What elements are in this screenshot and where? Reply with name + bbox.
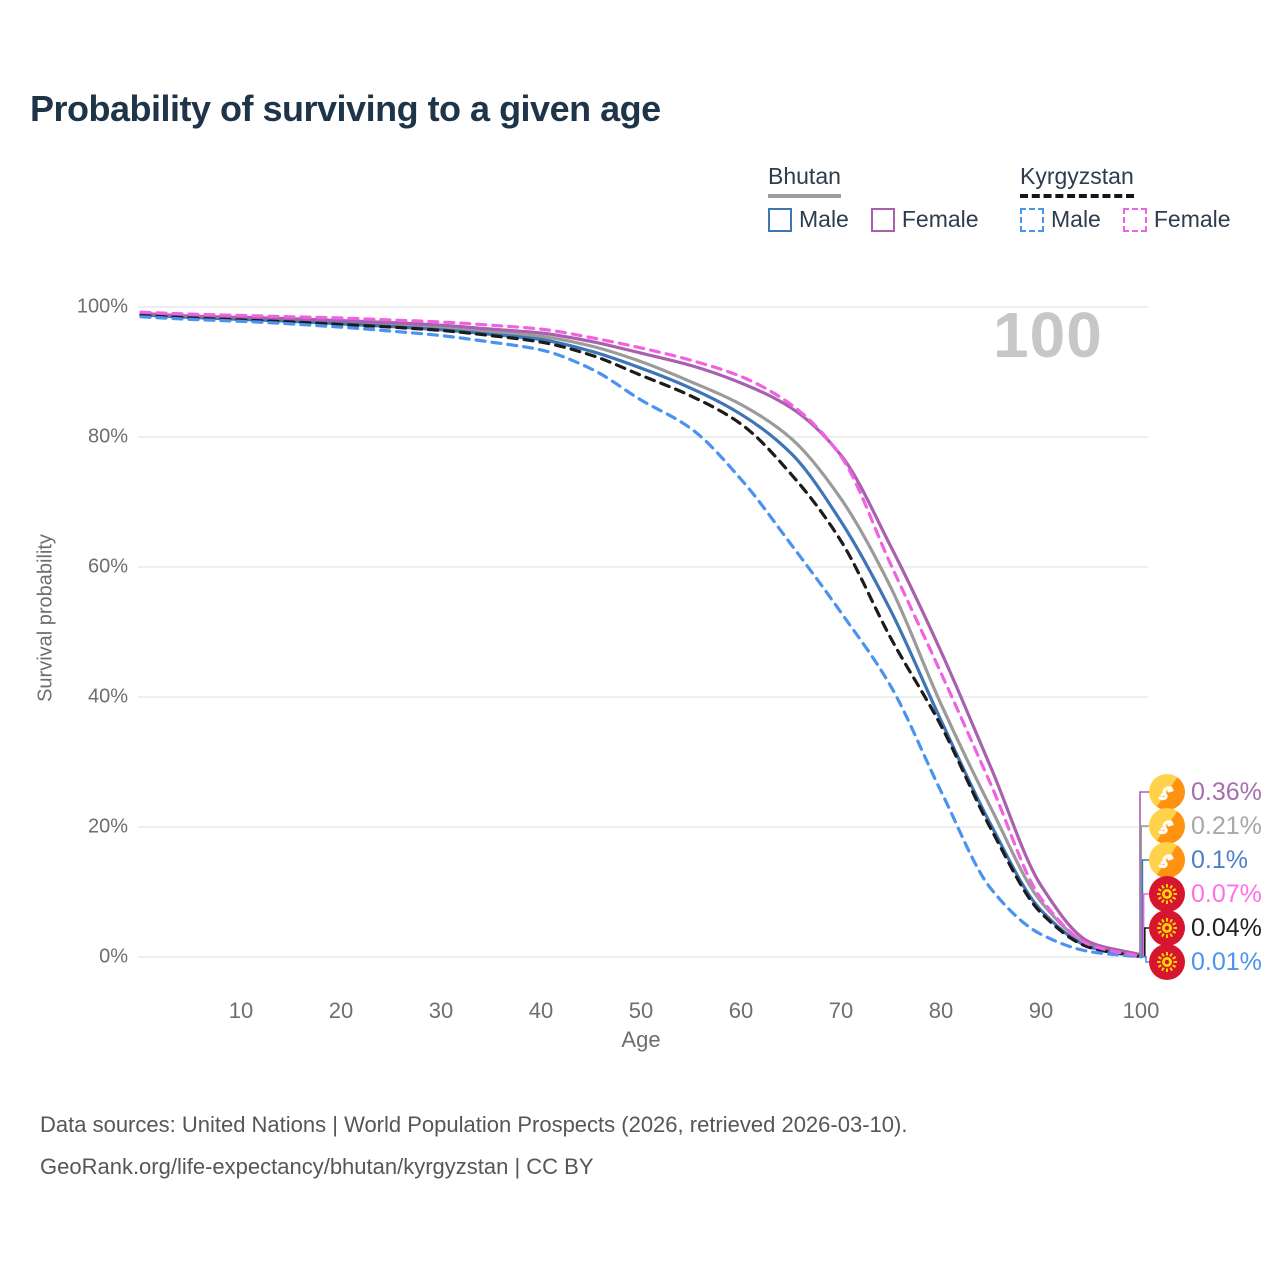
legend-swatch-icon <box>768 207 792 232</box>
legend-swatch-icon <box>1020 207 1044 232</box>
y-tick-20%: 20% <box>87 815 128 838</box>
y-tick-60%: 60% <box>87 555 128 578</box>
x-tick-10: 10 <box>228 998 254 1023</box>
x-tick-60: 60 <box>728 998 754 1023</box>
y-tick-0%: 0% <box>99 945 128 968</box>
legend-swatch-icon <box>870 207 895 232</box>
series-line-bhutan-male[interactable] <box>139 313 1143 958</box>
end-label-bhutan-male[interactable]: 0.1% <box>1149 842 1248 878</box>
x-tick-20: 20 <box>328 998 354 1023</box>
legend-group-kyrgyzstan: Kyrgyzstan Male Female <box>1020 163 1231 233</box>
y-tick-40%: 40% <box>87 685 128 708</box>
end-label-kyrgyzstan-male[interactable]: 0.01% <box>1149 944 1262 980</box>
footer-note: Data sources: United Nations | World Pop… <box>40 1104 907 1188</box>
series-line-bhutan-both[interactable] <box>139 312 1143 958</box>
end-label-value: 0.36% <box>1191 777 1262 806</box>
x-tick-40: 40 <box>528 998 554 1023</box>
legend-country-bhutan[interactable]: Bhutan <box>768 163 841 198</box>
legend-item-bhutan-male[interactable]: Male <box>768 206 849 233</box>
footer-datasource: Data sources: United Nations | World Pop… <box>40 1112 908 1137</box>
bhutan-flag-icon <box>1149 774 1185 810</box>
legend-item-kyrgyzstan-female[interactable]: Female <box>1122 206 1231 233</box>
x-tick-100: 100 <box>1122 998 1160 1023</box>
bhutan-flag-icon <box>1149 842 1185 878</box>
x-axis-title: Age <box>621 1027 661 1052</box>
end-label-value: 0.1% <box>1191 845 1248 874</box>
series-line-kyrgyzstan-female[interactable] <box>139 310 1143 959</box>
series-line-kyrgyzstan-male[interactable] <box>139 315 1143 959</box>
end-label-bhutan-female[interactable]: 0.36% <box>1149 774 1262 810</box>
end-label-connector-kyrgyzstan-male <box>1141 956 1149 963</box>
legend-item-kyrgyzstan-male[interactable]: Male <box>1020 206 1101 233</box>
kyrgyzstan-flag-icon <box>1149 910 1185 946</box>
end-label-value: 0.01% <box>1191 947 1262 976</box>
x-tick-30: 30 <box>428 998 454 1023</box>
bhutan-flag-icon <box>1149 808 1185 844</box>
x-tick-80: 80 <box>928 998 954 1023</box>
x-tick-70: 70 <box>828 998 854 1023</box>
y-tick-100%: 100% <box>76 295 128 318</box>
y-tick-80%: 80% <box>87 425 128 448</box>
watermark-age-100: 100 <box>993 299 1103 371</box>
end-label-kyrgyzstan-both[interactable]: 0.04% <box>1149 910 1262 946</box>
page-title: Probability of surviving to a given age <box>30 88 661 129</box>
end-label-value: 0.07% <box>1191 879 1262 908</box>
kyrgyzstan-flag-icon <box>1149 876 1185 912</box>
legend-item-label: Female <box>901 206 979 232</box>
legend-item-label: Female <box>1153 206 1231 232</box>
y-axis-title: Survival probability <box>34 534 57 702</box>
end-label-bhutan-both[interactable]: 0.21% <box>1149 808 1262 844</box>
legend-country-kyrgyzstan[interactable]: Kyrgyzstan <box>1020 163 1134 198</box>
series-line-bhutan-female[interactable] <box>139 311 1143 957</box>
series-line-kyrgyzstan-both[interactable] <box>139 313 1143 959</box>
end-label-kyrgyzstan-female[interactable]: 0.07% <box>1149 876 1262 912</box>
end-label-value: 0.21% <box>1191 811 1262 840</box>
x-tick-90: 90 <box>1028 998 1054 1023</box>
legend-item-bhutan-female[interactable]: Female <box>870 206 979 233</box>
footer-url[interactable]: GeoRank.org/life-expectancy/bhutan/kyrgy… <box>40 1154 594 1179</box>
end-label-value: 0.04% <box>1191 913 1262 942</box>
legend-item-label: Male <box>799 206 849 232</box>
x-tick-50: 50 <box>628 998 654 1023</box>
legend-item-label: Male <box>1051 206 1101 232</box>
kyrgyzstan-flag-icon <box>1149 944 1185 980</box>
legend-swatch-icon <box>1122 207 1147 232</box>
legend-group-bhutan: Bhutan Male Female <box>768 163 979 233</box>
